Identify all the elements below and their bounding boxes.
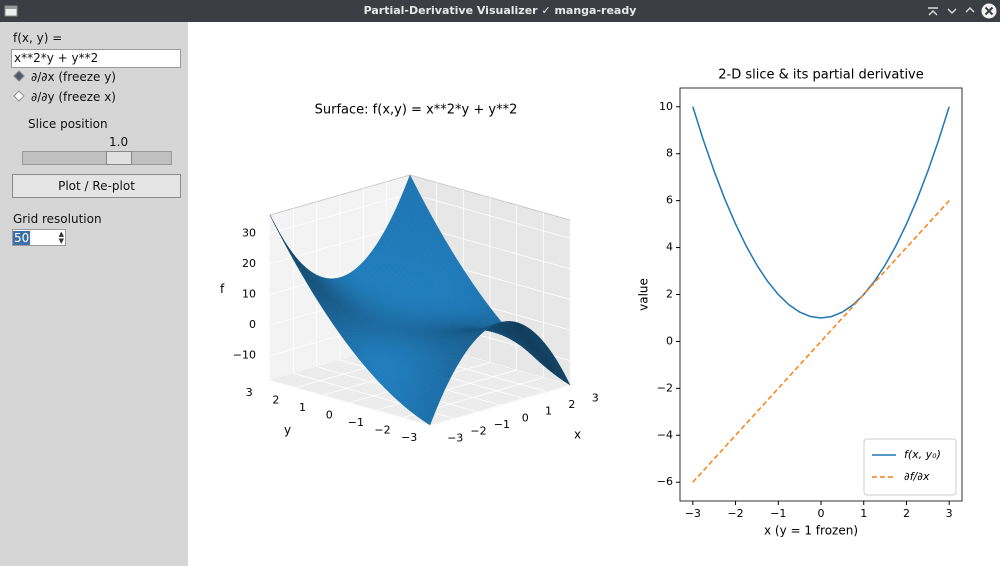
y-tick-label: −1: [348, 416, 364, 429]
y-tick-label: 4: [666, 241, 673, 254]
x-tick-label: −2: [727, 507, 743, 520]
grid-line: [376, 369, 517, 411]
y-tick-label: 3: [246, 386, 253, 399]
grid-label: Grid resolution: [13, 212, 102, 226]
x-tick-label: 0: [522, 411, 529, 424]
x-tick-label: 2: [903, 507, 910, 520]
y-tick-label: 0: [326, 408, 333, 421]
x-tick-label: −3: [685, 507, 701, 520]
x-tick-label: 3: [946, 507, 953, 520]
line-series: [692, 106, 950, 319]
slice-slider[interactable]: [22, 151, 172, 165]
radio-indicator: [13, 90, 25, 102]
z-tick-label: 0: [249, 318, 256, 331]
x-axis-label: x: [574, 428, 581, 442]
surface-facet: [406, 174, 414, 190]
function-input[interactable]: x**2*y + y**2: [11, 49, 181, 68]
z-tick-label: 20: [242, 257, 256, 270]
z-tick-label: 10: [242, 287, 256, 300]
legend-label: f(x, y₀): [904, 448, 941, 461]
y-tick-label: 2: [272, 393, 279, 406]
surface-facet: [269, 214, 277, 228]
y-tick-label: −4: [657, 428, 673, 441]
y-axis-label: value: [637, 278, 651, 311]
window-icon: [4, 5, 18, 17]
x-axis-label: x (y = 1 frozen): [764, 524, 858, 538]
function-label: f(x, y) =: [13, 31, 63, 45]
y-tick-label: 10: [659, 100, 673, 113]
z-tick-label: −10: [233, 349, 256, 362]
x-tick-label: 3: [592, 391, 599, 404]
surface-facet: [452, 363, 459, 369]
slice-label: Slice position: [28, 117, 108, 131]
x-tick-label: 1: [860, 507, 867, 520]
chart-title: Surface: f(x,y) = x**2*y + y**2: [315, 103, 518, 118]
x-tick-label: −2: [470, 425, 486, 438]
window-controls[interactable]: [924, 2, 1000, 20]
x-tick-label: 1: [545, 405, 552, 418]
y-axis-label: y: [284, 423, 291, 437]
title-bar: Partial-Derivative Visualizer ✓ manga-re…: [0, 0, 1000, 22]
radio-option[interactable]: ∂/∂x (freeze y): [12, 70, 116, 84]
grid-value: 50: [13, 231, 31, 245]
y-tick-label: 6: [666, 194, 673, 207]
radio-label: ∂/∂x (freeze y): [31, 70, 116, 84]
y-tick-label: 2: [666, 288, 673, 301]
grid-line: [409, 192, 571, 239]
y-tick-label: 1: [299, 401, 306, 414]
grid-line: [429, 384, 571, 426]
y-tick-label: −3: [401, 431, 417, 444]
z-tick-label: 30: [242, 226, 256, 239]
x-tick-label: −3: [447, 431, 463, 444]
y-tick-label: 0: [666, 334, 673, 347]
plot-button[interactable]: Plot / Re-plot: [12, 174, 181, 198]
y-tick-label: −6: [657, 475, 673, 488]
window-title: Partial-Derivative Visualizer ✓ manga-re…: [363, 4, 637, 17]
legend-box: [863, 438, 957, 496]
chart-title: 2-D slice & its partial derivative: [718, 68, 924, 83]
y-tick-label: 8: [666, 147, 673, 160]
grid-spinbox[interactable]: 50 ▲ ▼: [12, 229, 66, 246]
slice-value: 1.0: [109, 135, 129, 149]
sidebar: f(x, y) = x**2*y + y**2 ∂/∂x (freeze y) ∂…: [0, 22, 188, 566]
x-tick-label: 0: [818, 507, 825, 520]
radio-option[interactable]: ∂/∂y (freeze x): [12, 90, 116, 104]
legend-label: ∂f/∂x: [904, 470, 930, 483]
x-tick-label: 2: [568, 398, 575, 411]
slider-thumb[interactable]: [106, 151, 132, 165]
plot-canvas: Surface: f(x,y) = x**2*y + y**2−3−2−1012…: [220, 68, 963, 538]
radio-label: ∂/∂y (freeze x): [31, 90, 116, 104]
x-tick-label: −1: [770, 507, 786, 520]
z-axis-label: f: [220, 282, 225, 296]
y-tick-label: −2: [657, 381, 673, 394]
x-tick-label: −1: [494, 418, 510, 431]
radio-indicator: [13, 70, 25, 82]
grid-line: [269, 192, 411, 234]
y-tick-label: −2: [374, 423, 390, 436]
